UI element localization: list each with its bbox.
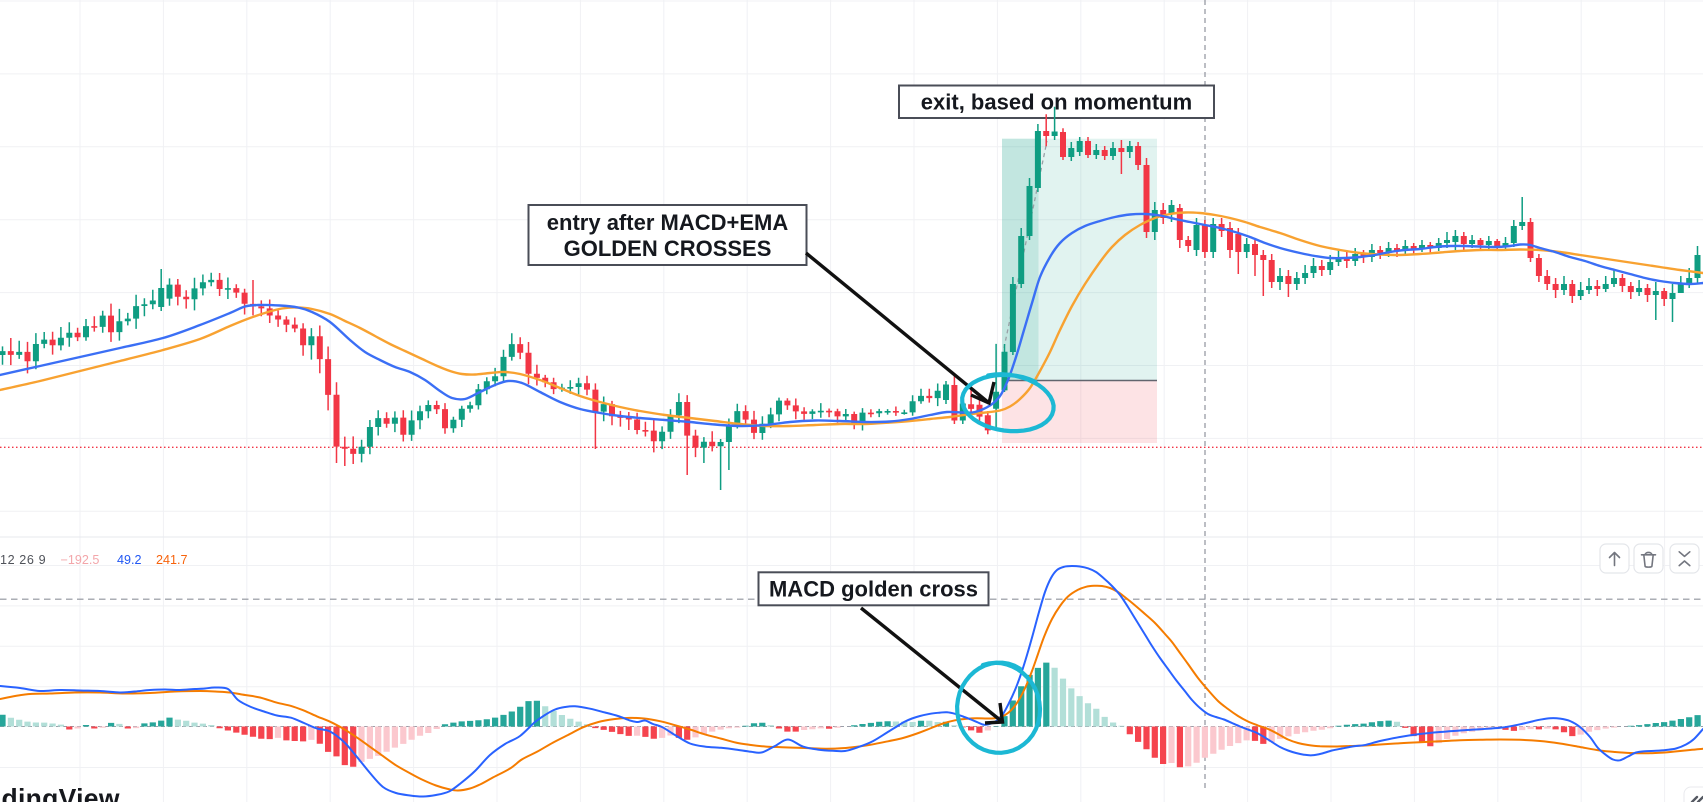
svg-text:241.7: 241.7 [156, 553, 188, 567]
svg-text:GOLDEN CROSSES: GOLDEN CROSSES [564, 236, 772, 261]
svg-text:−192.5: −192.5 [61, 553, 100, 567]
svg-text:dingView: dingView [2, 784, 120, 802]
svg-text:MACD golden cross: MACD golden cross [769, 577, 978, 602]
svg-text:exit, based on momentum: exit, based on momentum [921, 90, 1192, 115]
svg-text:49.2: 49.2 [117, 553, 142, 567]
svg-text:entry after MACD+EMA: entry after MACD+EMA [547, 210, 789, 235]
svg-text:12 26 9: 12 26 9 [0, 553, 46, 567]
